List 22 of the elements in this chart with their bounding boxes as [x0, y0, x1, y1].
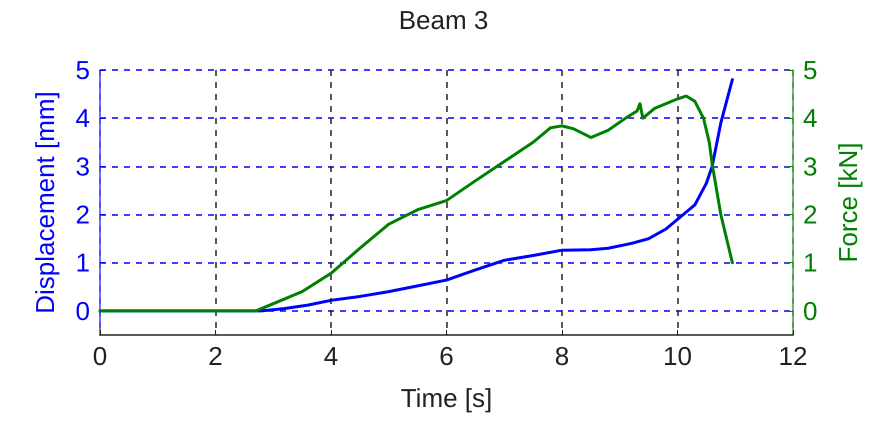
x-tick-label: 12 [778, 341, 808, 371]
y2-tick-label: 4 [803, 103, 818, 134]
y-tick-label: 4 [76, 103, 90, 134]
y-tick-label: 1 [76, 248, 90, 278]
y2-tick-label: 0 [803, 296, 818, 326]
x-tick-label: 8 [554, 341, 570, 371]
y2-tick-label: 3 [803, 151, 818, 182]
y2-axis-title: Force [kN] [833, 142, 863, 262]
y-tick-label: 2 [76, 200, 90, 230]
y-tick-label: 0 [76, 296, 90, 326]
x-axis-title: Time [s] [400, 383, 492, 413]
y-axis-title: Displacement [mm] [30, 91, 60, 314]
y2-tick-label: 5 [803, 55, 818, 85]
y2-tick-label: 1 [803, 248, 818, 278]
y-tick-label: 5 [76, 55, 90, 85]
y-tick-label: 3 [76, 151, 90, 182]
chart-title: Beam 3 [398, 5, 488, 35]
x-tick-label: 2 [208, 341, 223, 371]
x-tick-label: 10 [663, 341, 692, 371]
y2-tick-label: 2 [803, 200, 818, 230]
x-tick-label: 6 [439, 341, 454, 371]
x-tick-label: 4 [324, 341, 338, 371]
